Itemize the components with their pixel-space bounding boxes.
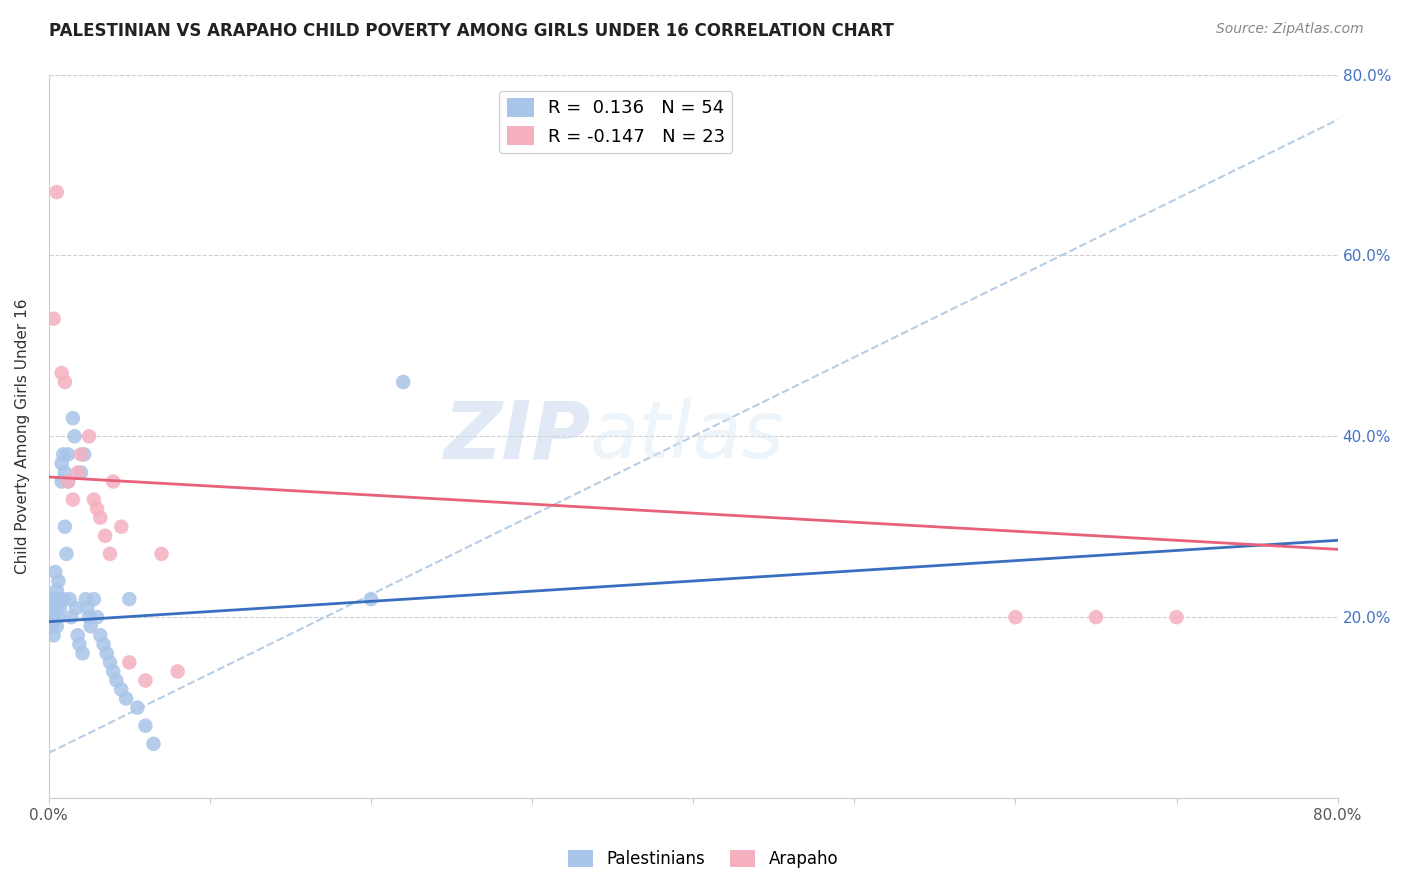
Point xyxy=(118,656,141,670)
Point xyxy=(56,475,79,489)
Point xyxy=(45,185,67,199)
Point xyxy=(79,619,101,633)
Point xyxy=(150,547,173,561)
Point xyxy=(49,592,72,607)
Point xyxy=(42,311,65,326)
Point xyxy=(67,637,90,651)
Point xyxy=(41,592,63,607)
Point xyxy=(98,656,121,670)
Point xyxy=(44,565,66,579)
Point xyxy=(56,447,79,461)
Point xyxy=(77,429,100,443)
Point xyxy=(66,628,89,642)
Point xyxy=(39,601,62,615)
Text: atlas: atlas xyxy=(591,397,785,475)
Y-axis label: Child Poverty Among Girls Under 16: Child Poverty Among Girls Under 16 xyxy=(15,299,30,574)
Point xyxy=(134,719,156,733)
Point xyxy=(45,582,67,597)
Point xyxy=(45,601,67,615)
Point xyxy=(63,429,86,443)
Point xyxy=(127,700,149,714)
Point xyxy=(83,492,105,507)
Point xyxy=(118,592,141,607)
Point xyxy=(49,601,72,615)
Point xyxy=(73,447,96,461)
Point xyxy=(115,691,138,706)
Point xyxy=(103,475,125,489)
Point xyxy=(110,520,132,534)
Point xyxy=(42,610,65,624)
Point xyxy=(103,665,125,679)
Legend: Palestinians, Arapaho: Palestinians, Arapaho xyxy=(561,843,845,875)
Point xyxy=(96,646,118,660)
Point xyxy=(134,673,156,688)
Point xyxy=(77,610,100,624)
Point xyxy=(51,457,73,471)
Point xyxy=(1166,610,1188,624)
Point xyxy=(72,646,94,660)
Point xyxy=(62,411,84,425)
Point xyxy=(86,610,108,624)
Point xyxy=(83,592,105,607)
Point xyxy=(1084,610,1107,624)
Point xyxy=(86,501,108,516)
Point xyxy=(70,466,93,480)
Point xyxy=(52,447,75,461)
Point xyxy=(93,637,115,651)
Point xyxy=(45,619,67,633)
Point xyxy=(60,610,83,624)
Point xyxy=(51,366,73,380)
Point xyxy=(44,592,66,607)
Point xyxy=(53,466,76,480)
Point xyxy=(48,610,70,624)
Point xyxy=(51,475,73,489)
Point xyxy=(66,466,89,480)
Point xyxy=(53,520,76,534)
Point xyxy=(65,601,87,615)
Point xyxy=(52,592,75,607)
Point xyxy=(70,447,93,461)
Point xyxy=(56,475,79,489)
Point xyxy=(94,529,117,543)
Text: Source: ZipAtlas.com: Source: ZipAtlas.com xyxy=(1216,22,1364,37)
Point xyxy=(75,592,97,607)
Point xyxy=(1004,610,1026,624)
Point xyxy=(42,628,65,642)
Point xyxy=(105,673,128,688)
Text: ZIP: ZIP xyxy=(443,397,591,475)
Point xyxy=(110,682,132,697)
Point xyxy=(98,547,121,561)
Point xyxy=(55,547,77,561)
Point xyxy=(76,601,98,615)
Point xyxy=(89,628,111,642)
Point xyxy=(41,619,63,633)
Point xyxy=(59,592,82,607)
Legend: R =  0.136   N = 54, R = -0.147   N = 23: R = 0.136 N = 54, R = -0.147 N = 23 xyxy=(499,91,733,153)
Point xyxy=(48,574,70,588)
Point xyxy=(166,665,188,679)
Text: PALESTINIAN VS ARAPAHO CHILD POVERTY AMONG GIRLS UNDER 16 CORRELATION CHART: PALESTINIAN VS ARAPAHO CHILD POVERTY AMO… xyxy=(49,22,894,40)
Point xyxy=(53,375,76,389)
Point xyxy=(392,375,415,389)
Point xyxy=(360,592,382,607)
Point xyxy=(89,510,111,524)
Point xyxy=(38,610,60,624)
Point xyxy=(62,492,84,507)
Point xyxy=(142,737,165,751)
